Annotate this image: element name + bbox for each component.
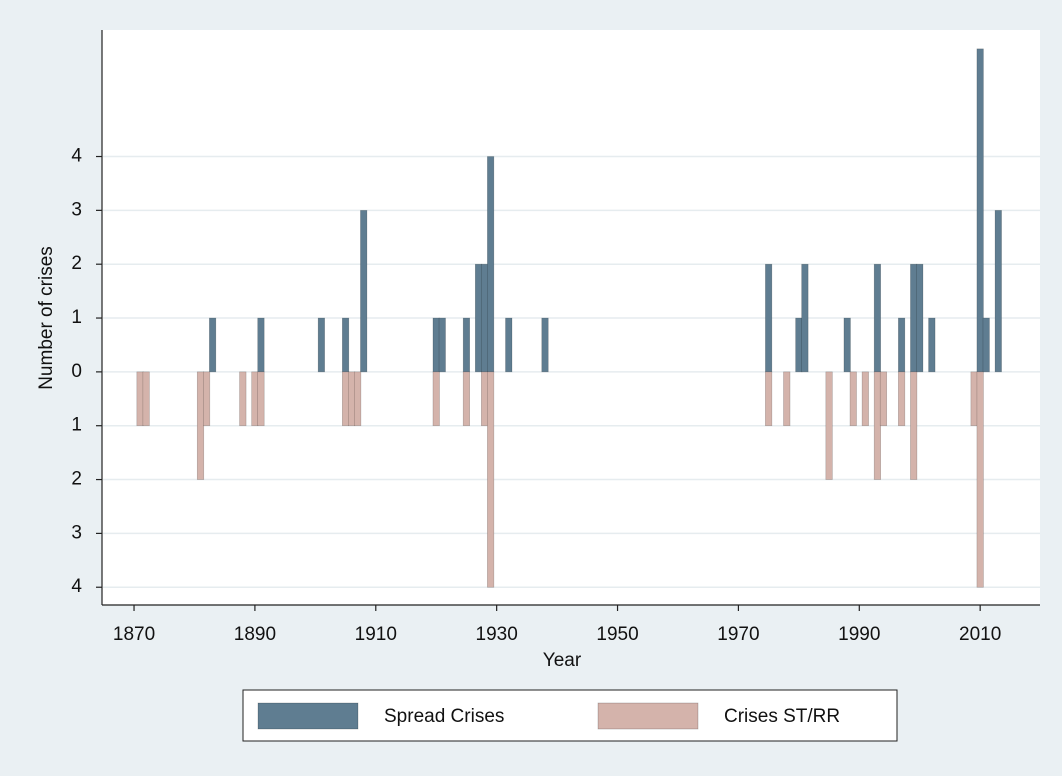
bar — [765, 263, 773, 373]
y-tick-label: 3 — [71, 199, 82, 220]
bar — [257, 371, 265, 427]
bar — [879, 371, 888, 427]
x-tick-label: 1950 — [596, 624, 638, 645]
bar — [432, 371, 440, 427]
bar — [474, 263, 483, 373]
legend-swatch — [597, 702, 699, 730]
legend-swatch — [257, 702, 359, 730]
bar — [825, 371, 833, 480]
bar — [481, 263, 489, 373]
y-tick-label: 1 — [71, 415, 82, 436]
x-tick-label: 1890 — [234, 624, 276, 645]
bar — [462, 317, 470, 373]
bar — [505, 317, 513, 373]
y-tick-label: 4 — [71, 576, 82, 597]
bar — [861, 371, 869, 427]
bar — [910, 371, 918, 480]
bar — [438, 317, 446, 373]
bar — [196, 371, 205, 480]
x-tick-label: 1870 — [113, 624, 155, 645]
bar — [898, 317, 906, 373]
x-tick-label: 1910 — [355, 624, 397, 645]
bar — [541, 317, 549, 373]
y-tick-label: 1 — [71, 307, 82, 328]
y-tick-label: 3 — [71, 522, 82, 543]
bar — [209, 317, 217, 373]
bar — [849, 371, 857, 427]
bar — [873, 371, 881, 480]
bar — [916, 263, 924, 373]
bar — [348, 371, 356, 427]
bar — [976, 371, 984, 588]
bar — [142, 371, 150, 427]
bar — [251, 371, 259, 427]
bar — [203, 371, 211, 427]
bar — [928, 317, 936, 373]
bar — [765, 371, 773, 427]
legend-label: Spread Crises — [384, 706, 504, 727]
bar — [354, 371, 362, 427]
bar — [136, 371, 144, 427]
legend-label: Crises ST/RR — [724, 706, 840, 727]
x-tick-label: 1930 — [476, 624, 518, 645]
bar — [910, 263, 918, 373]
bar — [970, 371, 978, 427]
bar — [257, 317, 265, 373]
bar — [432, 317, 440, 373]
bar — [801, 263, 809, 373]
bar — [462, 371, 470, 427]
bar — [982, 317, 990, 373]
bar — [783, 371, 791, 427]
bar — [487, 371, 495, 588]
bar — [342, 371, 350, 427]
bar — [239, 371, 247, 427]
y-tick-label: 2 — [71, 469, 82, 490]
bar — [317, 317, 325, 373]
y-tick-label: 4 — [71, 146, 82, 167]
x-tick-label: 2010 — [959, 624, 1001, 645]
y-tick-label: 0 — [71, 361, 82, 382]
bar — [487, 156, 495, 373]
bar — [976, 48, 984, 373]
bar — [360, 210, 368, 373]
bar — [795, 317, 803, 373]
x-tick-label: 1970 — [717, 624, 759, 645]
bar — [898, 371, 906, 427]
y-axis-label: Number of crises — [36, 246, 57, 390]
x-tick-label: 1990 — [838, 624, 880, 645]
bar — [994, 210, 1002, 373]
bar — [481, 371, 489, 427]
y-tick-label: 2 — [71, 253, 82, 274]
x-axis-label: Year — [543, 650, 582, 671]
bar — [843, 317, 851, 373]
bar — [342, 317, 350, 373]
bar — [873, 263, 881, 373]
